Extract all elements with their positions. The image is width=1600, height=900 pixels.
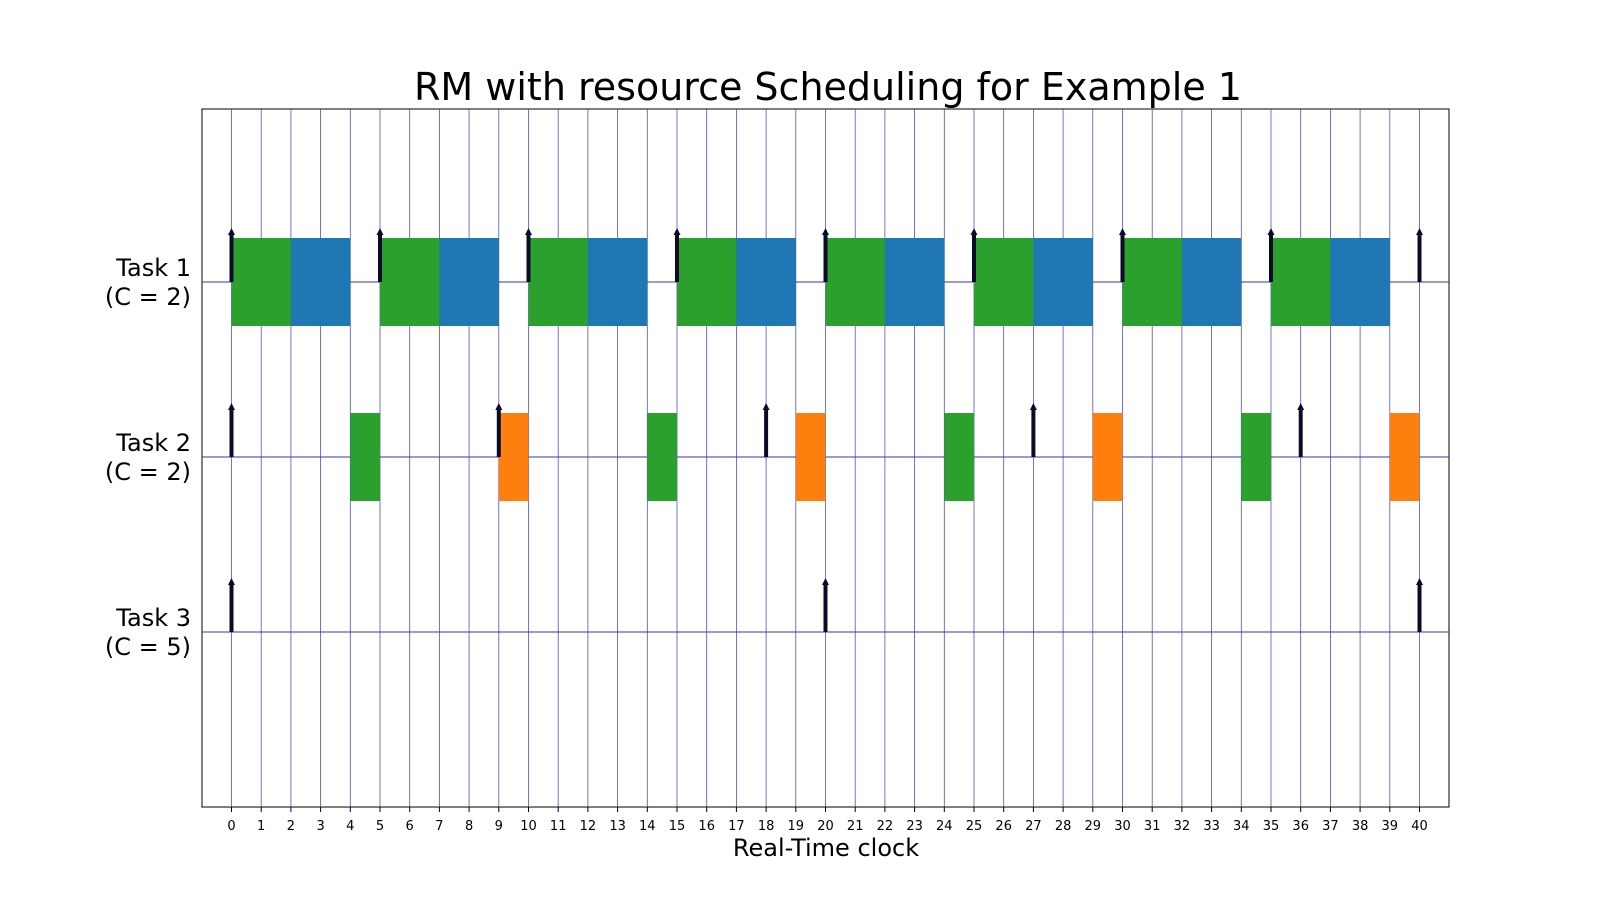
tick-label-15: 15 xyxy=(669,819,686,834)
task-1-segment-12 xyxy=(1122,238,1182,326)
tick-label-35: 35 xyxy=(1263,819,1280,834)
tick-label-3: 3 xyxy=(316,819,324,834)
tick-label-21: 21 xyxy=(847,819,864,834)
task-1-wcet-label: (C = 2) xyxy=(105,283,191,311)
tick-label-38: 38 xyxy=(1352,819,1369,834)
tick-label-25: 25 xyxy=(966,819,983,834)
task-1-segment-9 xyxy=(884,238,945,326)
task-2-wcet-label: (C = 2) xyxy=(105,458,191,486)
execution-segments xyxy=(231,238,1420,501)
chart-title: RM with resource Scheduling for Example … xyxy=(414,65,1242,109)
task-labels: Task 1(C = 2)Task 2(C = 2)Task 3(C = 5) xyxy=(105,254,191,661)
task-1-release-head-5 xyxy=(970,228,978,235)
task-1-segment-1 xyxy=(290,238,351,326)
tick-label-30: 30 xyxy=(1114,819,1131,834)
task-2-segment-7 xyxy=(1389,413,1420,501)
task-2-segment-1 xyxy=(498,413,529,501)
task-1-segment-4 xyxy=(528,238,588,326)
task-2-release-head-2 xyxy=(762,403,770,410)
tick-label-26: 26 xyxy=(995,819,1012,834)
task-1-segment-10 xyxy=(974,238,1034,326)
tick-label-28: 28 xyxy=(1055,819,1072,834)
task-1-segment-11 xyxy=(1033,238,1093,326)
task-1-release-head-0 xyxy=(228,228,235,235)
tick-label-12: 12 xyxy=(580,819,597,834)
tick-label-39: 39 xyxy=(1382,819,1399,834)
tick-label-0: 0 xyxy=(227,819,235,834)
task-2-segment-2 xyxy=(647,413,677,501)
tick-label-18: 18 xyxy=(758,819,775,834)
tick-label-34: 34 xyxy=(1233,819,1250,834)
tick-label-14: 14 xyxy=(639,819,656,834)
task-3-release-head-1 xyxy=(822,578,829,585)
task-2-segment-3 xyxy=(795,413,826,501)
task-1-release-head-3 xyxy=(673,228,681,235)
tick-label-1: 1 xyxy=(257,819,265,834)
task-1-segment-13 xyxy=(1181,238,1242,326)
task-2-release-head-3 xyxy=(1029,403,1037,410)
tick-label-11: 11 xyxy=(550,819,567,834)
tick-label-4: 4 xyxy=(346,819,354,834)
tick-label-9: 9 xyxy=(495,819,503,834)
tick-label-17: 17 xyxy=(728,819,745,834)
task-1-release-head-4 xyxy=(822,228,829,235)
task-1-release-head-8 xyxy=(1416,228,1423,235)
tick-label-29: 29 xyxy=(1085,819,1102,834)
task-1-segment-5 xyxy=(587,238,648,326)
x-axis-ticks: 0 1 2 3 4 5 6 7 8 9 10 11 12 13 14 15 16 17 18 19 20 21 22 23 24… xyxy=(227,807,1428,834)
tick-label-23: 23 xyxy=(906,819,923,834)
task-1-segment-3 xyxy=(439,238,499,326)
task-2-segment-6 xyxy=(1241,413,1271,501)
task-2-segment-4 xyxy=(944,413,974,501)
tick-label-40: 40 xyxy=(1411,819,1428,834)
tick-label-7: 7 xyxy=(435,819,443,834)
task-1-segment-14 xyxy=(1271,238,1331,326)
task-1-release-head-6 xyxy=(1119,228,1126,235)
tick-label-6: 6 xyxy=(406,819,414,834)
task-1-label: Task 1 xyxy=(115,254,191,282)
tick-label-31: 31 xyxy=(1144,819,1161,834)
tick-label-36: 36 xyxy=(1292,819,1309,834)
task-2-segment-0 xyxy=(350,413,380,501)
x-axis-label: Real-Time clock xyxy=(733,834,919,862)
tick-label-19: 19 xyxy=(788,819,805,834)
task-2-label: Task 2 xyxy=(115,429,191,457)
tick-label-24: 24 xyxy=(936,819,953,834)
task-1-segment-7 xyxy=(736,238,796,326)
release-arrows xyxy=(228,228,1423,632)
tick-label-13: 13 xyxy=(609,819,626,834)
tick-label-10: 10 xyxy=(520,819,537,834)
tick-label-22: 22 xyxy=(877,819,894,834)
tick-label-16: 16 xyxy=(698,819,715,834)
task-2-release-head-4 xyxy=(1297,403,1305,410)
tick-label-32: 32 xyxy=(1174,819,1191,834)
task-1-segment-2 xyxy=(380,238,440,326)
task-1-segment-6 xyxy=(677,238,737,326)
tick-label-5: 5 xyxy=(376,819,384,834)
tick-label-33: 33 xyxy=(1203,819,1220,834)
task-1-segment-15 xyxy=(1330,238,1390,326)
tick-label-20: 20 xyxy=(817,819,834,834)
grid-lines xyxy=(231,109,1420,807)
task-3-release-head-2 xyxy=(1416,578,1423,585)
task-1-segment-0 xyxy=(231,238,291,326)
task-1-release-head-7 xyxy=(1267,228,1275,235)
task-3-release-head-0 xyxy=(228,578,235,585)
tick-label-2: 2 xyxy=(287,819,295,834)
tick-label-37: 37 xyxy=(1322,819,1339,834)
task-3-label: Task 3 xyxy=(115,604,191,632)
task-2-segment-5 xyxy=(1092,413,1123,501)
tick-label-27: 27 xyxy=(1025,819,1042,834)
task-1-release-head-2 xyxy=(525,228,532,235)
task-2-release-head-1 xyxy=(495,403,503,410)
task-2-release-head-0 xyxy=(228,403,235,410)
task-3-wcet-label: (C = 5) xyxy=(105,633,191,661)
task-1-segment-8 xyxy=(825,238,885,326)
tick-label-8: 8 xyxy=(465,819,473,834)
task-1-release-head-1 xyxy=(376,228,384,235)
